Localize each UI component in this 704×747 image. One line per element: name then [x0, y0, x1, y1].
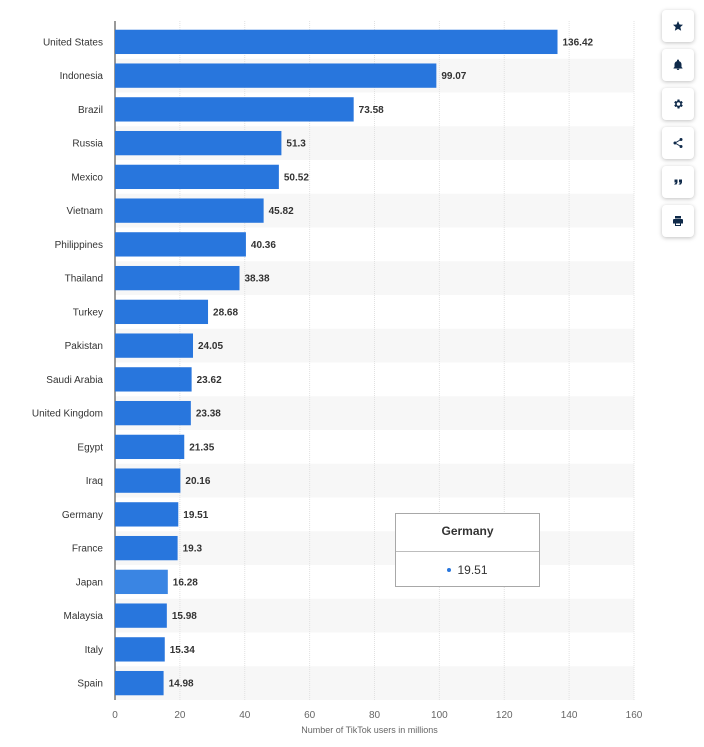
- category-label: Thailand: [65, 274, 103, 285]
- category-label: Mexico: [71, 172, 103, 183]
- bar: [115, 63, 437, 88]
- notification-button[interactable]: [662, 49, 694, 81]
- value-label: 19.3: [183, 544, 203, 555]
- bar: [115, 265, 240, 291]
- value-label: 45.82: [269, 206, 294, 217]
- value-label: 99.07: [441, 71, 466, 82]
- value-label: 38.38: [244, 274, 269, 285]
- settings-button[interactable]: [662, 88, 694, 120]
- bell-icon: [673, 59, 683, 70]
- value-label: 28.68: [213, 307, 238, 318]
- category-label: Iraq: [86, 476, 103, 487]
- value-label: 24.05: [198, 341, 223, 352]
- category-label: Vietnam: [66, 206, 103, 217]
- chart-toolbar: [662, 10, 694, 244]
- printer-icon: [673, 216, 683, 226]
- value-label: 16.28: [173, 577, 198, 588]
- category-label: Saudi Arabia: [46, 375, 103, 386]
- tooltip-value: 19.51: [457, 563, 488, 577]
- category-label: United Kingdom: [32, 409, 103, 420]
- bar: [115, 569, 168, 595]
- bar: [115, 434, 185, 460]
- x-axis-title: Number of TikTok users in millions: [301, 725, 438, 735]
- tooltip-title: Germany: [396, 514, 539, 552]
- x-tick-label: 40: [239, 710, 251, 721]
- x-tick-label: 60: [304, 710, 316, 721]
- category-label: Egypt: [77, 442, 103, 453]
- bar: [115, 367, 192, 392]
- x-tick-label: 160: [626, 710, 643, 721]
- x-tick-label: 140: [561, 710, 578, 721]
- category-label: Japan: [76, 577, 103, 588]
- cite-button[interactable]: [662, 166, 694, 198]
- value-label: 50.52: [284, 172, 309, 183]
- bar: [115, 637, 165, 662]
- print-button[interactable]: [662, 205, 694, 237]
- bar: [115, 198, 264, 223]
- gear-icon: [674, 99, 683, 109]
- x-tick-label: 0: [112, 710, 118, 721]
- category-label: Philippines: [55, 240, 103, 251]
- bar: [115, 535, 178, 561]
- quote-icon: [674, 179, 682, 185]
- x-tick-label: 20: [174, 710, 186, 721]
- category-label: Russia: [72, 139, 103, 150]
- tooltip-dot-icon: [447, 568, 452, 572]
- x-tick-label: 120: [496, 710, 513, 721]
- value-label: 20.16: [185, 476, 210, 487]
- category-label: Turkey: [73, 307, 103, 318]
- bar: [115, 333, 194, 358]
- value-label: 51.3: [286, 139, 306, 150]
- value-label: 15.98: [172, 611, 197, 622]
- x-tick-label: 100: [431, 710, 448, 721]
- x-tick-label: 80: [369, 710, 381, 721]
- value-label: 14.98: [169, 679, 194, 690]
- bar: [115, 97, 354, 122]
- category-label: Pakistan: [65, 341, 103, 352]
- bar: [115, 164, 279, 190]
- bar: [115, 29, 558, 55]
- share-icon: [673, 138, 683, 148]
- value-label: 23.38: [196, 409, 221, 420]
- bar: [115, 130, 282, 156]
- category-label: Malaysia: [64, 611, 104, 622]
- share-button[interactable]: [662, 127, 694, 159]
- category-label: Germany: [62, 510, 103, 521]
- value-label: 40.36: [251, 240, 276, 251]
- bar: [115, 670, 164, 696]
- chart-tooltip: Germany 19.51: [395, 513, 540, 587]
- category-label: Italy: [85, 645, 103, 656]
- value-label: 23.62: [197, 375, 222, 386]
- bar: [115, 232, 246, 257]
- bar: [115, 468, 181, 493]
- bar: [115, 502, 179, 527]
- value-label: 19.51: [183, 510, 208, 521]
- category-label: Spain: [77, 679, 103, 690]
- bar: [115, 299, 209, 325]
- bar: [115, 603, 167, 628]
- category-label: Brazil: [78, 105, 103, 116]
- favorite-button[interactable]: [662, 10, 694, 42]
- value-label: 21.35: [189, 442, 214, 453]
- category-label: Indonesia: [60, 71, 104, 82]
- star-icon: [673, 21, 683, 31]
- category-label: France: [72, 544, 104, 555]
- tooltip-body: 19.51: [396, 552, 539, 588]
- value-label: 15.34: [170, 645, 195, 656]
- value-label: 73.58: [359, 105, 384, 116]
- bar: [115, 400, 191, 426]
- category-label: United States: [43, 37, 103, 48]
- value-label: 136.42: [563, 37, 594, 48]
